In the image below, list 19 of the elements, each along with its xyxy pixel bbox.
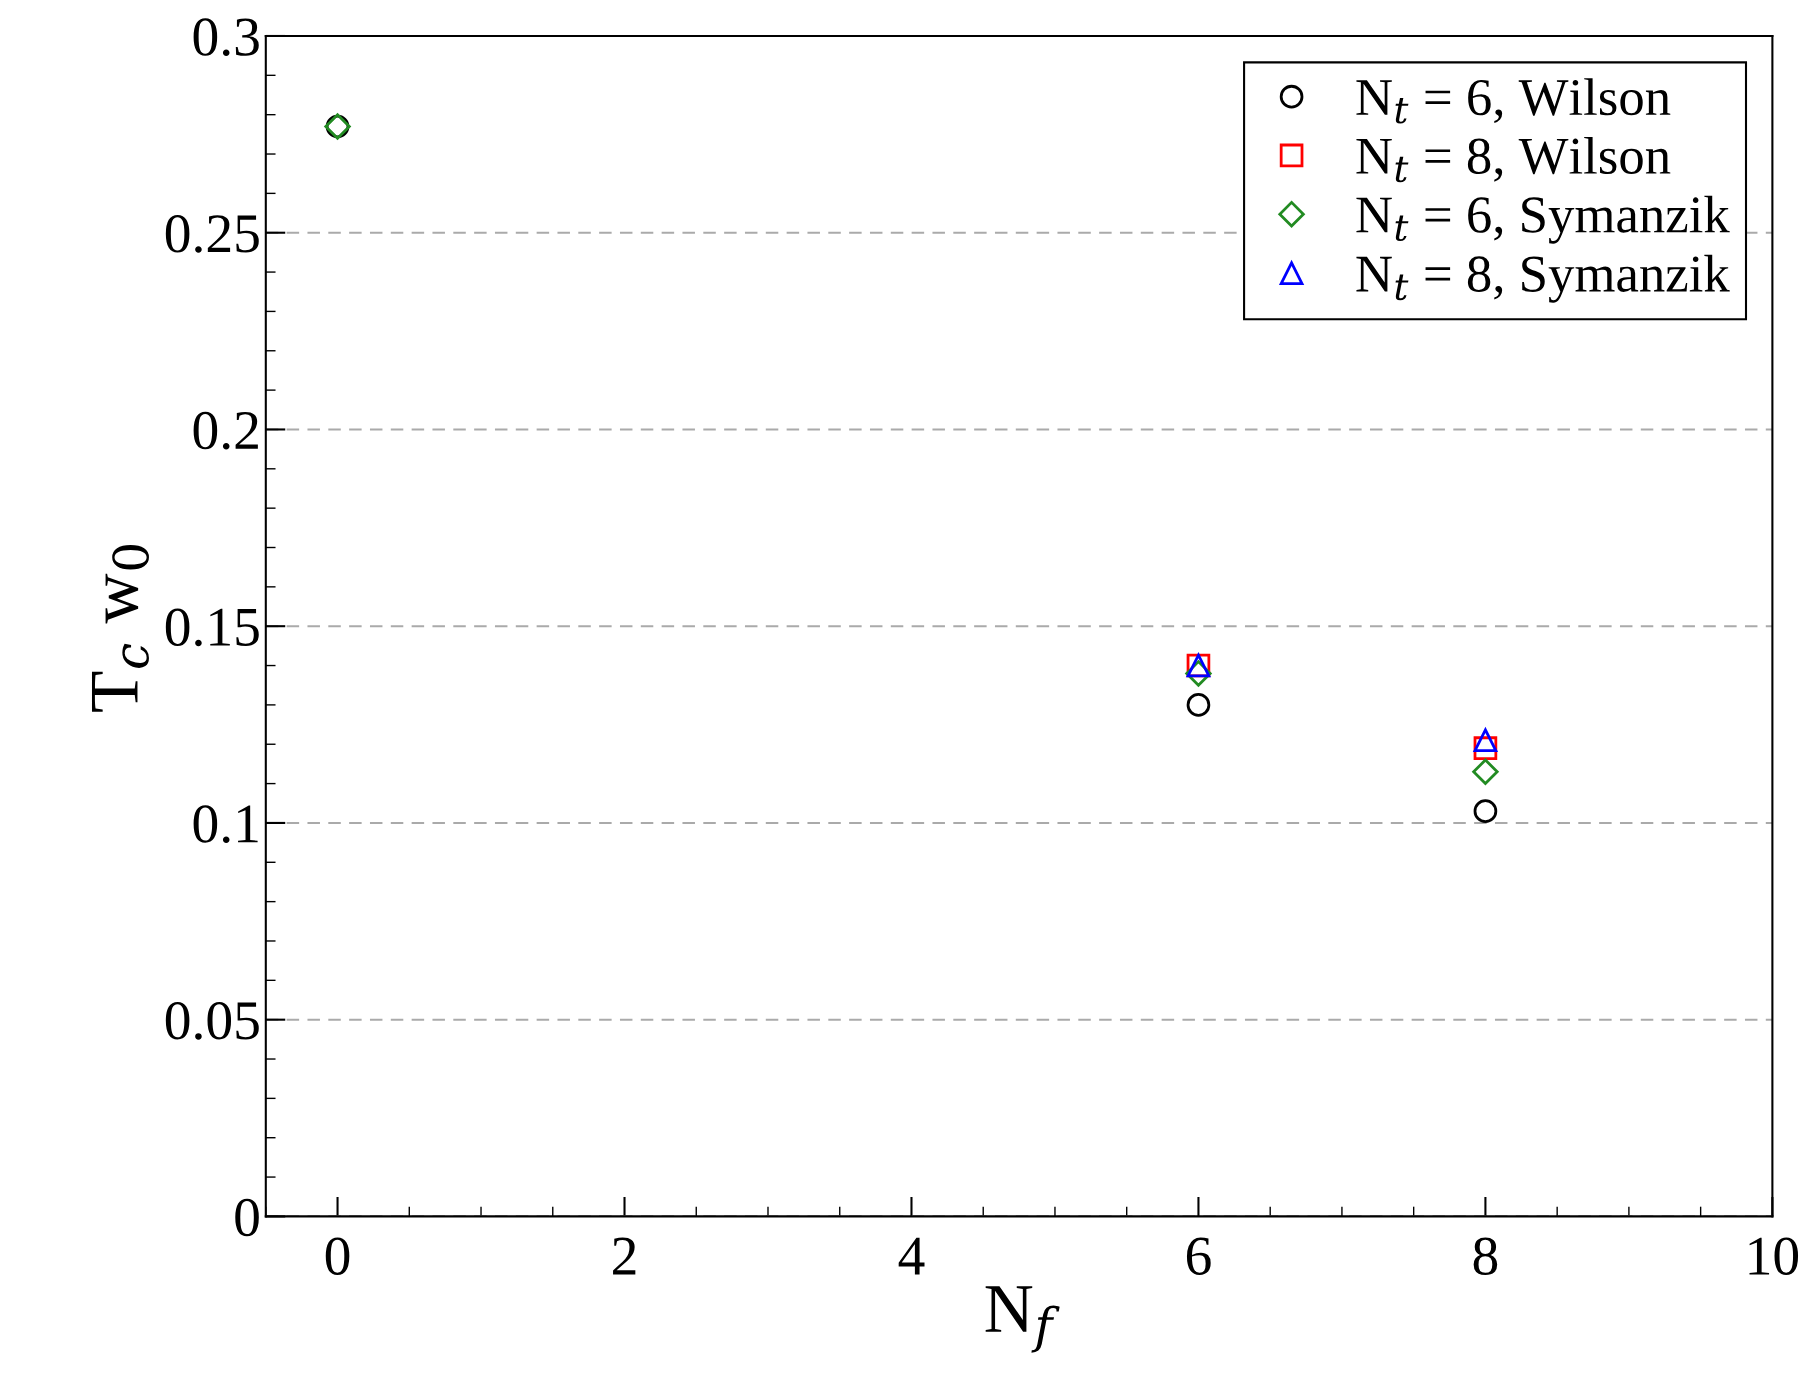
x-tick-label: 10 bbox=[1749, 1237, 1799, 1275]
y-tick-label: 0.3 bbox=[193, 18, 259, 57]
legend-label: N$_{t}$ = 6, Symanzik bbox=[1356, 195, 1730, 244]
y-tick-label: 0.15 bbox=[165, 608, 259, 647]
legend-label: N$_{t}$ = 6, Wilson bbox=[1356, 78, 1671, 124]
x-tick-label: 6 bbox=[1186, 1237, 1211, 1275]
legend-label: N$_{t}$ = 8, Symanzik bbox=[1356, 254, 1730, 303]
y-tick-label: 0.2 bbox=[193, 411, 258, 450]
y-tick-label: 0.05 bbox=[165, 1002, 259, 1040]
x-axis-title: N$_{f}$ bbox=[985, 1286, 1060, 1353]
x-tick-label: 4 bbox=[898, 1237, 925, 1275]
legend-label: N$_{t}$ = 8, Wilson bbox=[1356, 136, 1671, 183]
y-tick-label: 0.25 bbox=[165, 215, 259, 253]
y-axis-title: T$_{c}$ w$_{0}$ bbox=[91, 545, 149, 712]
y-tick-label: 0.1 bbox=[193, 805, 258, 843]
x-tick-label: 8 bbox=[1473, 1237, 1498, 1275]
x-tick-label: 0 bbox=[325, 1237, 350, 1275]
x-tick-label: 2 bbox=[613, 1237, 636, 1275]
y-tick-label: 0 bbox=[235, 1198, 259, 1237]
